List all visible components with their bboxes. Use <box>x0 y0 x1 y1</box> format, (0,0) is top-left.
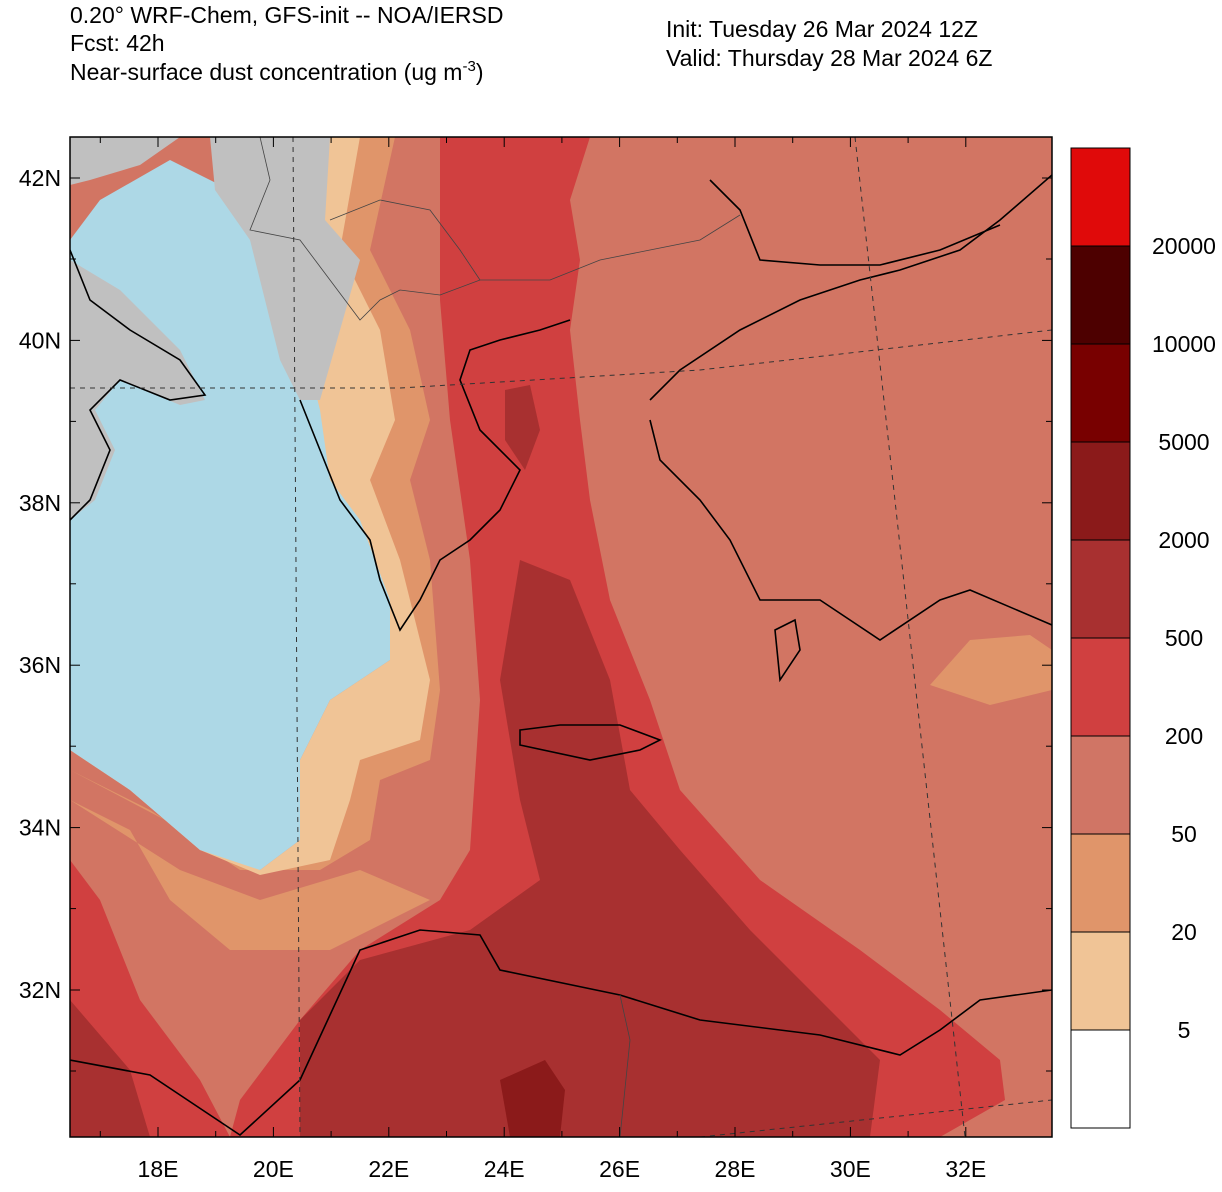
colorbar-box <box>1070 539 1131 639</box>
colorbar-label: 2000 <box>1158 527 1209 553</box>
gridlines <box>70 137 1052 1137</box>
field <box>930 635 1052 705</box>
colorbar-box <box>1070 343 1131 443</box>
lat-label: 40N <box>19 327 61 353</box>
title-line: Near-surface dust concentration (ug m-3) <box>70 58 483 85</box>
land-nodata <box>70 137 180 185</box>
colorbar-box <box>1070 1029 1131 1129</box>
valid-time: Valid: Thursday 28 Mar 2024 6Z <box>666 45 992 71</box>
colorbar-label: 20000 <box>1152 233 1216 259</box>
init-time: Init: Tuesday 26 Mar 2024 12Z <box>666 16 978 42</box>
title-line: Fcst: 42h <box>70 30 165 56</box>
title-line: 0.20° WRF-Chem, GFS-init -- NOA/IERSD <box>70 2 503 28</box>
lat-label: 36N <box>19 652 61 678</box>
colorbar-box <box>1070 441 1131 541</box>
colorbar-label: 5 <box>1178 1017 1191 1043</box>
title-sup: -3 <box>462 58 475 75</box>
title-text: ) <box>476 59 484 85</box>
colorbar-label: 50 <box>1171 821 1197 847</box>
field <box>500 1060 565 1137</box>
colorbar-box <box>1070 931 1131 1031</box>
field <box>300 560 880 1137</box>
field <box>505 385 540 470</box>
colorbar-label: 200 <box>1165 723 1203 749</box>
lat-label: 38N <box>19 490 61 516</box>
land-nodata <box>70 260 205 520</box>
coastlines <box>70 174 1052 1137</box>
field <box>70 1000 150 1137</box>
colorbar-label: 500 <box>1165 625 1203 651</box>
lon-label: 20E <box>253 1156 294 1182</box>
lon-label: 22E <box>368 1156 409 1182</box>
colorbar-box <box>1070 637 1131 737</box>
colorbar-box <box>1070 147 1131 247</box>
lat-label: 34N <box>19 815 61 841</box>
lon-label: 24E <box>484 1156 525 1182</box>
lon-label: 26E <box>599 1156 640 1182</box>
colorbar-box <box>1070 833 1131 933</box>
lat-label: 42N <box>19 165 61 191</box>
land-nodata <box>210 137 360 400</box>
colorbar-label: 5000 <box>1158 429 1209 455</box>
colorbar-box <box>1070 245 1131 345</box>
colorbar-box <box>1070 735 1131 835</box>
colorbar-label: 10000 <box>1152 331 1216 357</box>
title-text: Near-surface dust concentration (ug m <box>70 59 462 85</box>
map <box>70 137 1052 1137</box>
lat-label: 32N <box>19 977 61 1003</box>
colorbar-label: 20 <box>1171 919 1197 945</box>
lon-label: 18E <box>138 1156 179 1182</box>
field <box>230 137 1005 1137</box>
lon-label: 30E <box>830 1156 871 1182</box>
map-frame <box>69 136 1053 1138</box>
lon-label: 28E <box>715 1156 756 1182</box>
borders <box>249 137 741 1137</box>
field <box>70 800 430 950</box>
lon-label: 32E <box>945 1156 986 1182</box>
